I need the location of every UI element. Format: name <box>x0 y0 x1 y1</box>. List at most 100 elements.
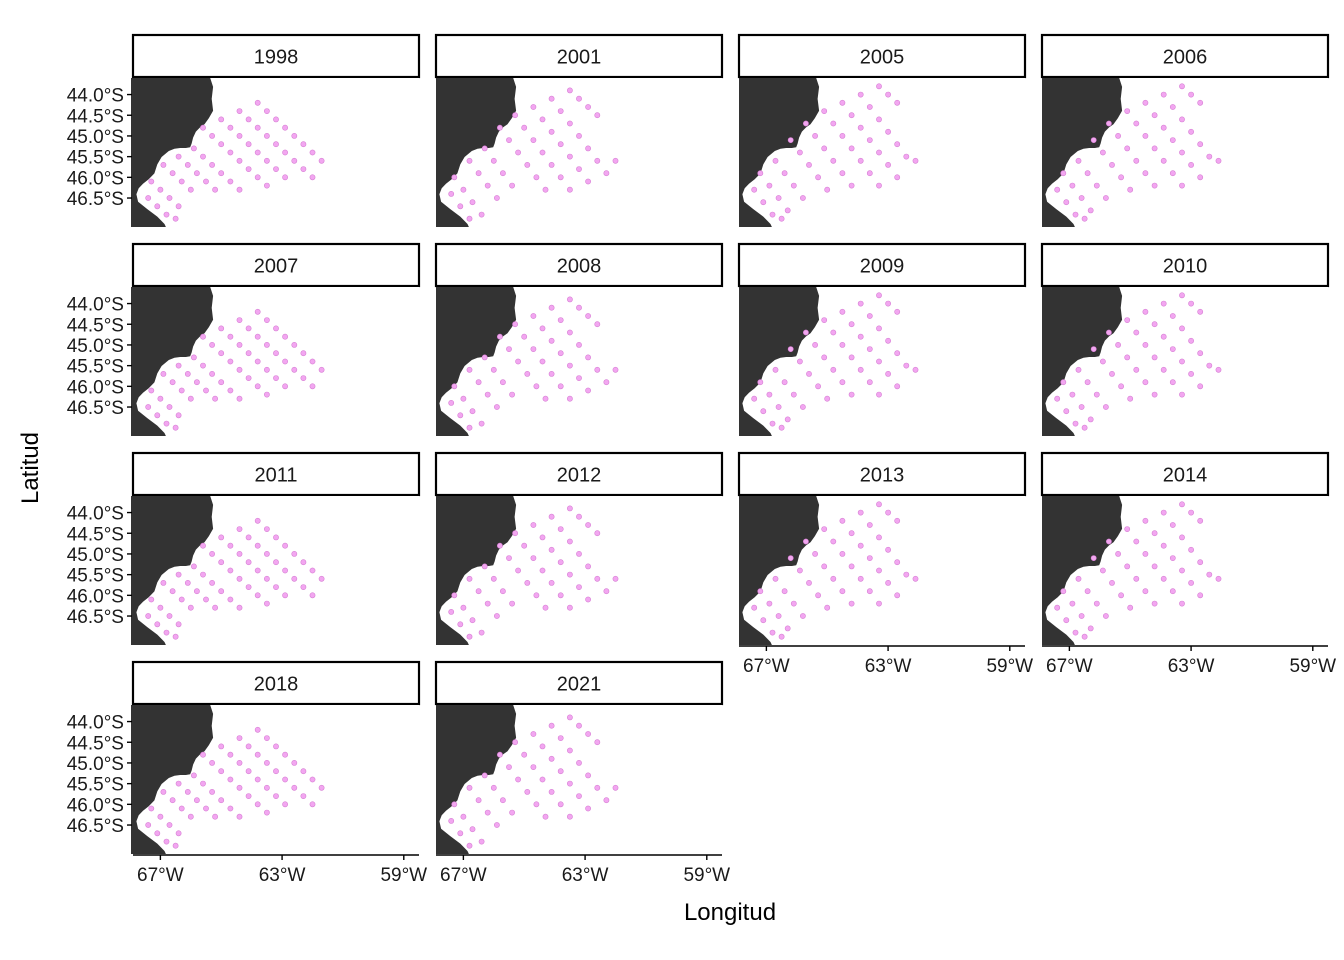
station-point <box>148 805 155 812</box>
station-point <box>184 161 191 168</box>
station-point <box>1179 600 1185 607</box>
station-point <box>157 604 164 611</box>
station-point <box>254 333 261 340</box>
station-point <box>263 784 270 791</box>
station-point <box>300 559 307 566</box>
station-point <box>1188 128 1194 135</box>
station-point <box>848 112 855 119</box>
station-point <box>876 292 882 299</box>
station-point <box>227 178 234 185</box>
station-point <box>236 108 243 114</box>
station-point <box>1069 600 1076 607</box>
station-point <box>184 370 191 377</box>
station-point <box>212 604 218 611</box>
station-point <box>760 408 767 415</box>
station-point <box>282 776 288 783</box>
station-point <box>530 346 537 352</box>
station-point <box>521 542 528 549</box>
station-point <box>612 157 619 164</box>
station-point <box>603 588 610 595</box>
station-point <box>506 346 512 352</box>
station-point <box>496 333 503 340</box>
station-point <box>1069 391 1076 398</box>
station-point <box>876 501 882 508</box>
station-point <box>1197 559 1204 566</box>
x-tick-label: 67°W <box>743 656 790 677</box>
station-point <box>912 157 919 164</box>
station-point <box>157 813 164 820</box>
station-point <box>876 600 882 607</box>
station-point <box>282 358 288 365</box>
station-point <box>209 789 215 795</box>
station-point <box>1133 120 1140 127</box>
station-point <box>1060 379 1067 386</box>
station-point <box>1124 563 1131 570</box>
station-point <box>263 157 270 164</box>
station-point <box>848 145 855 152</box>
station-point <box>254 358 261 365</box>
facet-strip <box>737 242 1027 288</box>
y-tick-label: 44.0°S <box>67 504 124 525</box>
facet-strip <box>737 33 1027 79</box>
station-point <box>300 350 307 357</box>
station-point <box>163 211 170 218</box>
station-point <box>190 354 197 361</box>
station-point <box>254 149 261 156</box>
station-point <box>848 563 855 570</box>
station-point <box>797 358 803 365</box>
station-point <box>478 629 485 636</box>
station-point <box>282 592 288 599</box>
facet-strip-label: 2018 <box>254 674 299 696</box>
station-point <box>766 600 773 607</box>
station-point <box>576 166 582 172</box>
station-point <box>273 793 279 799</box>
station-point <box>772 366 779 373</box>
station-point <box>169 588 176 595</box>
station-point <box>585 522 591 528</box>
station-point <box>594 575 601 582</box>
x-axis-title: Longitud <box>684 899 776 926</box>
station-point <box>885 509 891 516</box>
station-point <box>542 186 549 193</box>
station-point <box>1063 617 1070 624</box>
station-point <box>800 195 806 201</box>
station-point <box>291 784 298 791</box>
station-point <box>830 120 837 127</box>
station-point <box>172 842 179 849</box>
station-point <box>309 383 316 390</box>
station-point <box>839 132 846 139</box>
land-polygon <box>436 496 517 645</box>
station-point <box>548 304 555 311</box>
station-point <box>1215 575 1222 582</box>
station-point <box>1133 538 1140 545</box>
station-point <box>1127 186 1134 193</box>
station-point <box>603 170 610 177</box>
station-point <box>466 157 473 164</box>
station-point <box>912 575 919 582</box>
station-point <box>1124 317 1131 323</box>
station-point <box>484 182 491 189</box>
station-point <box>769 420 776 427</box>
station-point <box>533 801 540 808</box>
station-point <box>1078 404 1085 410</box>
station-point <box>1151 563 1158 570</box>
station-point <box>515 776 521 783</box>
station-point <box>218 170 225 177</box>
facet-panel-2007: 2007 44.0°S44.5°S45.0°S45.5°S46.0°S46.5°S <box>67 242 421 436</box>
station-point <box>512 530 518 537</box>
station-point <box>857 91 864 98</box>
station-point <box>175 203 182 210</box>
station-point <box>548 337 555 344</box>
station-point <box>496 542 503 549</box>
station-point <box>175 780 182 787</box>
station-point <box>567 604 573 611</box>
station-point <box>760 617 767 624</box>
station-point <box>451 383 458 390</box>
station-point <box>1081 215 1088 222</box>
station-point <box>576 793 582 799</box>
station-point <box>539 534 546 541</box>
station-point <box>894 141 901 148</box>
station-point <box>209 341 215 348</box>
station-point <box>218 768 225 775</box>
station-point <box>273 350 279 357</box>
